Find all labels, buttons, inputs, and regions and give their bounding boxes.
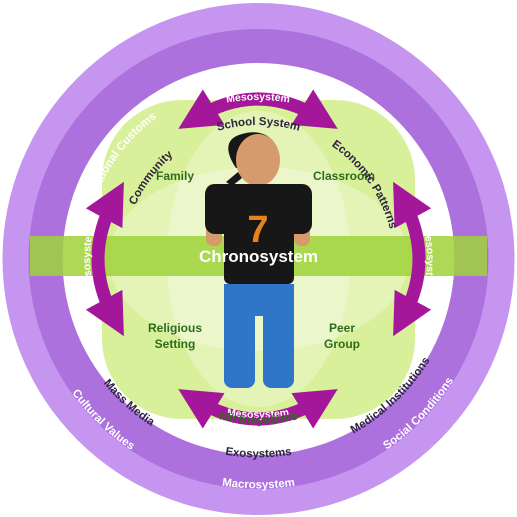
- mesosystem-arrow-left: [85, 181, 124, 337]
- micro-group: Group: [324, 337, 360, 351]
- child-figure: 7: [205, 132, 312, 388]
- mesosystem-label-left: Mesosystem: [81, 226, 97, 292]
- micro-setting: Setting: [155, 337, 196, 351]
- mesosystem-label-bottom: Mesosystem: [226, 407, 290, 421]
- mesosystem-label-top: Mesosystem: [225, 91, 290, 105]
- left-leg: [224, 300, 255, 388]
- right-leg: [263, 300, 294, 388]
- micro-peer: Peer: [329, 321, 355, 335]
- chronosystem-label: Chronosystem: [199, 247, 318, 266]
- head: [236, 134, 280, 186]
- microsystems-label: Microsystems: [218, 408, 299, 426]
- micro-family: Family: [156, 169, 194, 183]
- mesosystem-arrow-bottom: [178, 389, 338, 429]
- ponytail: [226, 172, 242, 186]
- macrosystem-label: Macrosystem: [221, 477, 295, 492]
- mesosystem-label-right: Mesosystem: [420, 226, 436, 292]
- shirt-number: 7: [247, 209, 268, 251]
- shirt: [224, 184, 294, 284]
- micro-religious: Religious: [148, 321, 202, 335]
- mesosystem-arrow-top: [178, 89, 338, 129]
- mesosystem-arrow-right: [393, 181, 432, 337]
- exosystems-label: Exosystems: [225, 446, 293, 461]
- micro-classroom: Classroom: [313, 169, 375, 183]
- mesosystem-arrows: [85, 89, 432, 429]
